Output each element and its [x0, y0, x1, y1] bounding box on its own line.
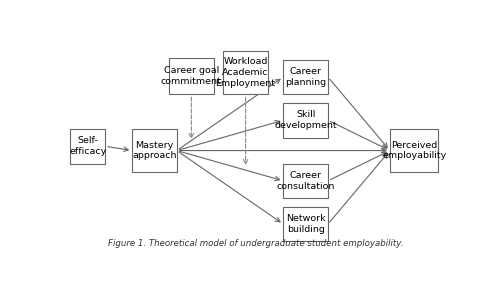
Text: Skill
development: Skill development — [274, 110, 337, 130]
FancyBboxPatch shape — [132, 129, 177, 172]
Text: Career
planning: Career planning — [285, 67, 326, 87]
Text: Career
consultation: Career consultation — [276, 171, 335, 191]
FancyBboxPatch shape — [70, 129, 105, 164]
Text: Figure 1. Theoretical model of undergraduate student employability.: Figure 1. Theoretical model of undergrad… — [108, 239, 404, 248]
FancyBboxPatch shape — [284, 164, 328, 198]
FancyBboxPatch shape — [390, 129, 438, 172]
FancyBboxPatch shape — [224, 51, 268, 94]
Text: Network
building: Network building — [286, 214, 326, 234]
Text: Perceived
employability: Perceived employability — [382, 141, 446, 160]
Text: Career goal
commitment: Career goal commitment — [161, 66, 222, 86]
FancyBboxPatch shape — [169, 58, 214, 94]
FancyBboxPatch shape — [284, 103, 328, 138]
FancyBboxPatch shape — [284, 60, 328, 94]
Text: Workload
Academic
Employment: Workload Academic Employment — [216, 57, 276, 88]
FancyBboxPatch shape — [284, 207, 328, 241]
Text: Self-
efficacy: Self- efficacy — [69, 136, 106, 156]
Text: Mastery
approach: Mastery approach — [132, 141, 177, 160]
